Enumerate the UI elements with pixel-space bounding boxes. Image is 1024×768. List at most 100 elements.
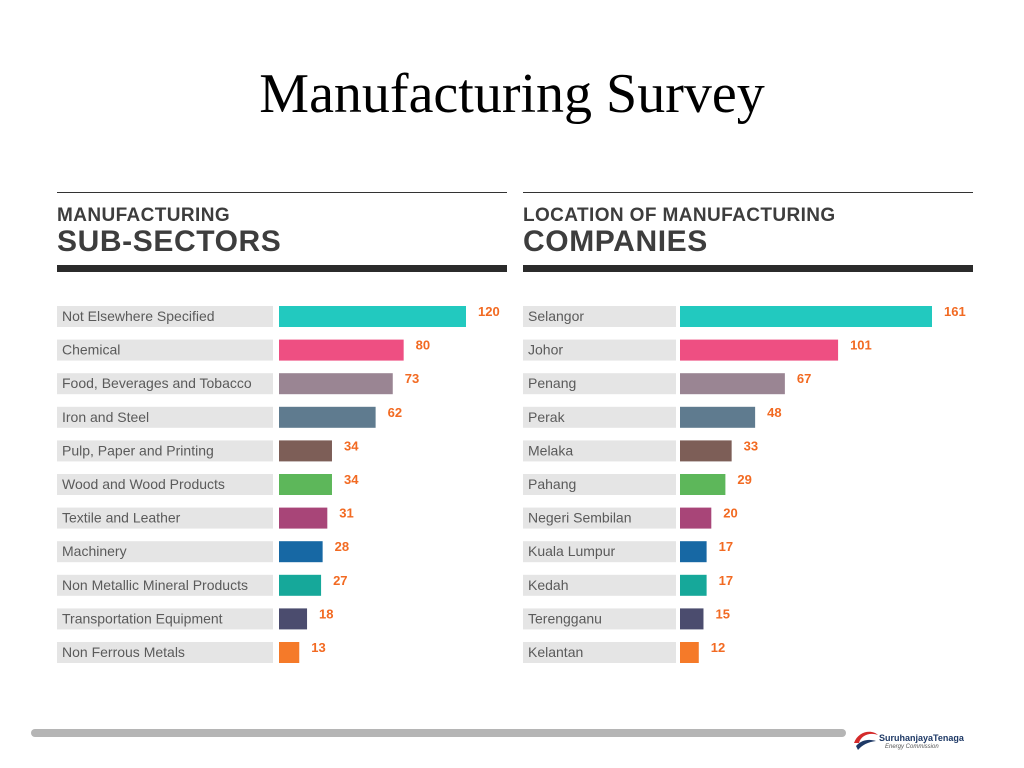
category-label: Machinery	[62, 543, 127, 559]
category-label-bg	[57, 507, 273, 529]
category-label: Penang	[528, 375, 576, 391]
panel-heading: MANUFACTURING SUB-SECTORS	[57, 193, 507, 265]
category-label: Melaka	[528, 442, 573, 458]
sub-sectors-panel: MANUFACTURING SUB-SECTORS Not Elsewhere …	[57, 192, 507, 666]
bar	[680, 406, 756, 428]
category-label-bg	[57, 574, 273, 596]
category-label: Non Ferrous Metals	[62, 644, 185, 660]
category-label: Selangor	[528, 308, 584, 324]
category-label: Terengganu	[528, 610, 602, 626]
value-label: 31	[339, 506, 353, 521]
panel-heading: LOCATION OF MANUFACTURING COMPANIES	[523, 193, 973, 265]
value-label: 73	[405, 371, 419, 386]
heading-big: SUB-SECTORS	[57, 225, 282, 258]
panel-top-rule	[57, 192, 507, 193]
bar	[680, 608, 704, 630]
bar	[279, 339, 404, 361]
bar	[680, 474, 726, 495]
value-label: 27	[333, 573, 347, 588]
value-label: 17	[719, 573, 733, 588]
category-label: Non Metallic Mineral Products	[62, 577, 248, 593]
swoosh-icon	[854, 731, 878, 750]
panel-heading-rule	[57, 265, 507, 272]
category-label: Kelantan	[528, 644, 583, 660]
bar	[279, 440, 332, 462]
bar	[680, 541, 707, 563]
category-label-bg	[57, 373, 273, 395]
sub-sectors-chart: Not Elsewhere Specified 120 Chemical 80 Food…	[57, 306, 500, 663]
bar	[279, 608, 308, 630]
bar	[279, 541, 323, 563]
category-label-bg	[523, 574, 676, 596]
location-chart: Selangor 161 Johor 101 Penang 67 Perak 48 Melaka…	[523, 306, 966, 663]
category-label-bg	[523, 406, 676, 428]
bar	[680, 306, 932, 327]
value-label: 33	[744, 438, 758, 453]
value-label: 101	[850, 338, 872, 353]
category-label: Johor	[528, 342, 563, 358]
value-label: 34	[344, 472, 359, 487]
value-label: 34	[344, 438, 359, 453]
bar	[279, 642, 300, 663]
category-label-bg	[523, 440, 676, 462]
value-label: 29	[737, 472, 751, 487]
bar	[680, 440, 732, 462]
panel-heading-rule	[523, 265, 973, 272]
category-label: Wood and Wood Products	[62, 476, 225, 492]
category-label: Transportation Equipment	[62, 610, 223, 626]
logo-name: SuruhanjayaTenaga	[879, 733, 964, 743]
energy-commission-logo: SuruhanjayaTenaga Energy Commission	[850, 724, 970, 756]
category-label: Negeri Sembilan	[528, 510, 632, 526]
value-label: 28	[335, 539, 349, 554]
category-label: Kuala Lumpur	[528, 543, 616, 559]
category-label-bg	[523, 306, 676, 327]
category-label-bg	[523, 507, 676, 529]
panel-top-rule	[523, 192, 973, 193]
value-label: 15	[715, 606, 729, 621]
category-label-bg	[57, 339, 273, 361]
category-label-bg	[57, 541, 273, 563]
bar	[279, 574, 322, 596]
bar	[279, 373, 393, 395]
value-label: 161	[944, 306, 966, 319]
bar	[680, 574, 707, 596]
footer-bar	[31, 729, 846, 737]
category-label: Perak	[528, 409, 566, 425]
bar	[680, 373, 785, 395]
value-label: 13	[311, 640, 325, 655]
value-label: 80	[416, 338, 430, 353]
value-label: 120	[478, 306, 500, 319]
category-label: Textile and Leather	[62, 510, 181, 526]
value-label: 67	[797, 371, 811, 386]
category-label-bg	[523, 642, 676, 663]
category-label: Iron and Steel	[62, 409, 149, 425]
bar	[680, 339, 839, 361]
bar	[279, 507, 328, 529]
heading-small: LOCATION OF MANUFACTURING	[523, 205, 836, 226]
heading-small: MANUFACTURING	[57, 205, 231, 226]
category-label-bg	[523, 474, 676, 495]
value-label: 48	[767, 405, 781, 420]
page-title: Manufacturing Survey	[259, 63, 765, 125]
category-label: Kedah	[528, 577, 568, 593]
bar	[680, 507, 712, 529]
category-label-bg	[57, 474, 273, 495]
value-label: 12	[711, 640, 725, 655]
category-label: Chemical	[62, 342, 120, 358]
category-label-bg	[57, 306, 273, 327]
bar	[279, 306, 466, 327]
category-label: Not Elsewhere Specified	[62, 308, 215, 324]
category-label-bg	[523, 608, 676, 630]
location-panel: LOCATION OF MANUFACTURING COMPANIES Sela…	[523, 192, 973, 666]
value-label: 20	[723, 506, 737, 521]
category-label-bg	[57, 642, 273, 663]
value-label: 62	[388, 405, 402, 420]
value-label: 18	[319, 606, 333, 621]
bar	[279, 406, 376, 428]
category-label-bg	[523, 373, 676, 395]
category-label-bg	[57, 406, 273, 428]
category-label: Pahang	[528, 476, 576, 492]
logo-subtitle: Energy Commission	[885, 744, 939, 750]
category-label-bg	[523, 541, 676, 563]
heading-big: COMPANIES	[523, 225, 708, 258]
